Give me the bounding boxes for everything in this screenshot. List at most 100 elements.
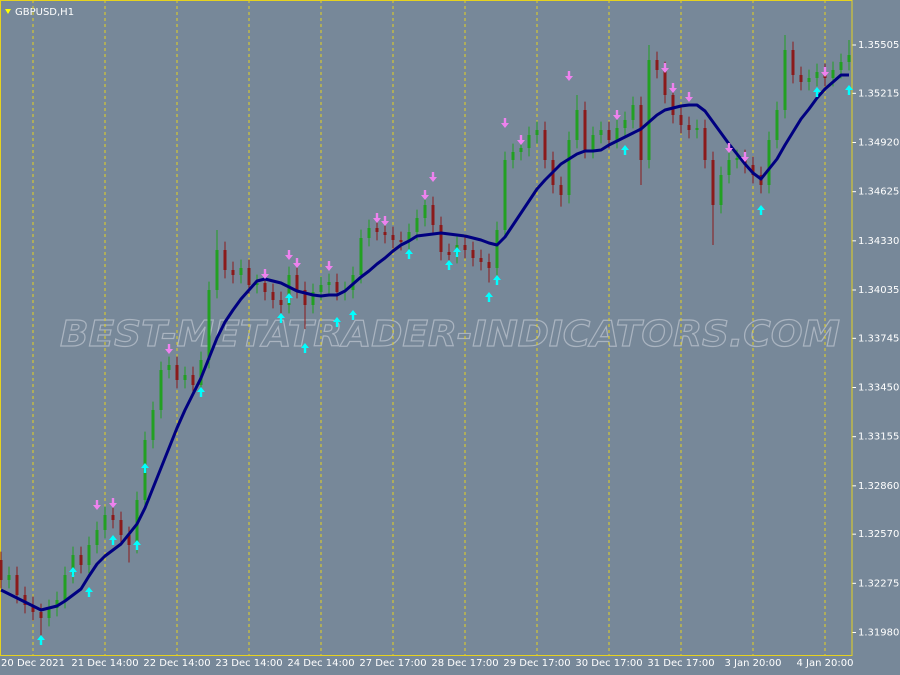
x-tick-label: 31 Dec 17:00 — [647, 658, 714, 669]
candle-body — [311, 292, 315, 305]
candle-body — [735, 158, 739, 160]
candle-body — [663, 70, 667, 95]
candle-body — [223, 250, 227, 270]
chart-title: GBPUSD,H1 — [15, 7, 74, 18]
buy-arrow — [349, 310, 357, 320]
buy-arrow — [621, 145, 629, 155]
candle-body — [119, 520, 123, 535]
candle-body — [719, 175, 723, 205]
buy-arrow — [133, 540, 141, 550]
candle-body — [39, 612, 43, 618]
y-tick-label: 1.32275 — [858, 578, 899, 589]
candle-body — [775, 110, 779, 140]
candle-body — [159, 370, 163, 410]
candle-body — [383, 232, 387, 235]
candle-body — [439, 225, 443, 252]
sell-arrow — [741, 152, 749, 162]
candle-body — [303, 290, 307, 305]
symbol-marker — [5, 9, 11, 14]
x-tick-label: 30 Dec 17:00 — [575, 658, 642, 669]
candle-body — [607, 130, 611, 140]
candle-body — [71, 555, 75, 575]
sell-arrow — [373, 213, 381, 223]
x-tick-label: 22 Dec 14:00 — [143, 658, 210, 669]
sell-arrow — [821, 67, 829, 77]
y-tick-label: 1.32860 — [858, 481, 899, 492]
candle-body — [7, 575, 11, 580]
sell-arrow — [613, 110, 621, 120]
moving-average — [0, 73, 849, 612]
candle-body — [463, 245, 467, 250]
candle-body — [447, 252, 451, 255]
candle-body — [615, 128, 619, 140]
sell-arrow — [685, 92, 693, 102]
buy-arrow — [37, 635, 45, 645]
y-tick-label: 1.31980 — [858, 628, 899, 639]
candle-body — [671, 95, 675, 115]
candle-body — [815, 72, 819, 78]
candle-body — [479, 258, 483, 262]
candle-body — [63, 575, 67, 600]
buy-arrow — [757, 205, 765, 215]
candle-body — [287, 275, 291, 305]
candle-body — [623, 120, 627, 128]
candle-body — [399, 240, 403, 242]
candle-body — [207, 290, 211, 360]
candle-body — [655, 60, 659, 70]
candle-body — [519, 148, 523, 152]
candle-body — [639, 105, 643, 160]
candle-body — [183, 375, 187, 380]
sell-arrow — [661, 63, 669, 73]
candle-body — [23, 595, 27, 605]
candle-body — [527, 135, 531, 148]
candle-body — [239, 268, 243, 275]
candle-body — [47, 608, 51, 618]
y-tick-label: 1.34035 — [858, 285, 899, 296]
candle-body — [271, 292, 275, 300]
x-tick-label: 24 Dec 14:00 — [287, 658, 354, 669]
x-tick-label: 4 Jan 20:00 — [797, 658, 854, 669]
buy-arrow — [333, 317, 341, 327]
sell-arrow — [109, 498, 117, 508]
candle-body — [87, 545, 91, 565]
candle-body — [167, 365, 171, 370]
buy-arrow — [69, 567, 77, 577]
candle-body — [575, 110, 579, 140]
buy-arrow — [85, 587, 93, 597]
x-tick-label: 29 Dec 17:00 — [503, 658, 570, 669]
candle-body — [431, 205, 435, 225]
sell-arrow — [725, 143, 733, 153]
candle-body — [263, 283, 267, 292]
buy-arrow — [405, 249, 413, 259]
y-tick-label: 1.35505 — [858, 40, 899, 51]
y-tick-label: 1.33450 — [858, 383, 899, 394]
plot-frame — [0, 0, 853, 656]
buy-arrow — [141, 463, 149, 473]
candle-body — [703, 128, 707, 160]
candle-body — [31, 605, 35, 612]
candle-body — [231, 270, 235, 275]
candle-body — [327, 282, 331, 285]
sell-arrow — [501, 118, 509, 128]
candle-body — [15, 575, 19, 595]
candle-body — [471, 250, 475, 258]
candle-body — [711, 160, 715, 205]
candle-body — [839, 62, 843, 70]
candle-body — [151, 410, 155, 440]
candle-body — [799, 75, 803, 82]
sell-arrow — [165, 344, 173, 354]
candle-body — [359, 238, 363, 275]
candle-body — [79, 555, 83, 565]
sell-arrow — [565, 71, 573, 81]
y-tick-label: 1.34920 — [858, 138, 899, 149]
candle-body — [535, 130, 539, 135]
candle-body — [687, 125, 691, 130]
candle-body — [111, 515, 115, 520]
candle-body — [335, 282, 339, 292]
candle-body — [103, 515, 107, 530]
buy-arrow — [285, 293, 293, 303]
candle-body — [279, 300, 283, 305]
watermark: BEST-METATRADER-INDICATORS.COM — [60, 314, 840, 355]
candle-body — [631, 105, 635, 120]
